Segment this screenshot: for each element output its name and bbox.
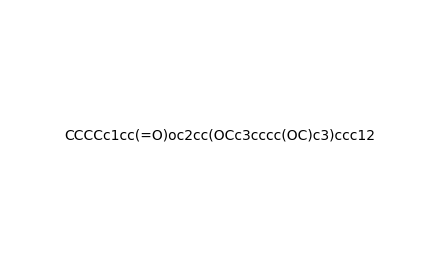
Text: CCCCc1cc(=O)oc2cc(OCc3cccc(OC)c3)ccc12: CCCCc1cc(=O)oc2cc(OCc3cccc(OC)c3)ccc12 bbox=[64, 128, 375, 142]
